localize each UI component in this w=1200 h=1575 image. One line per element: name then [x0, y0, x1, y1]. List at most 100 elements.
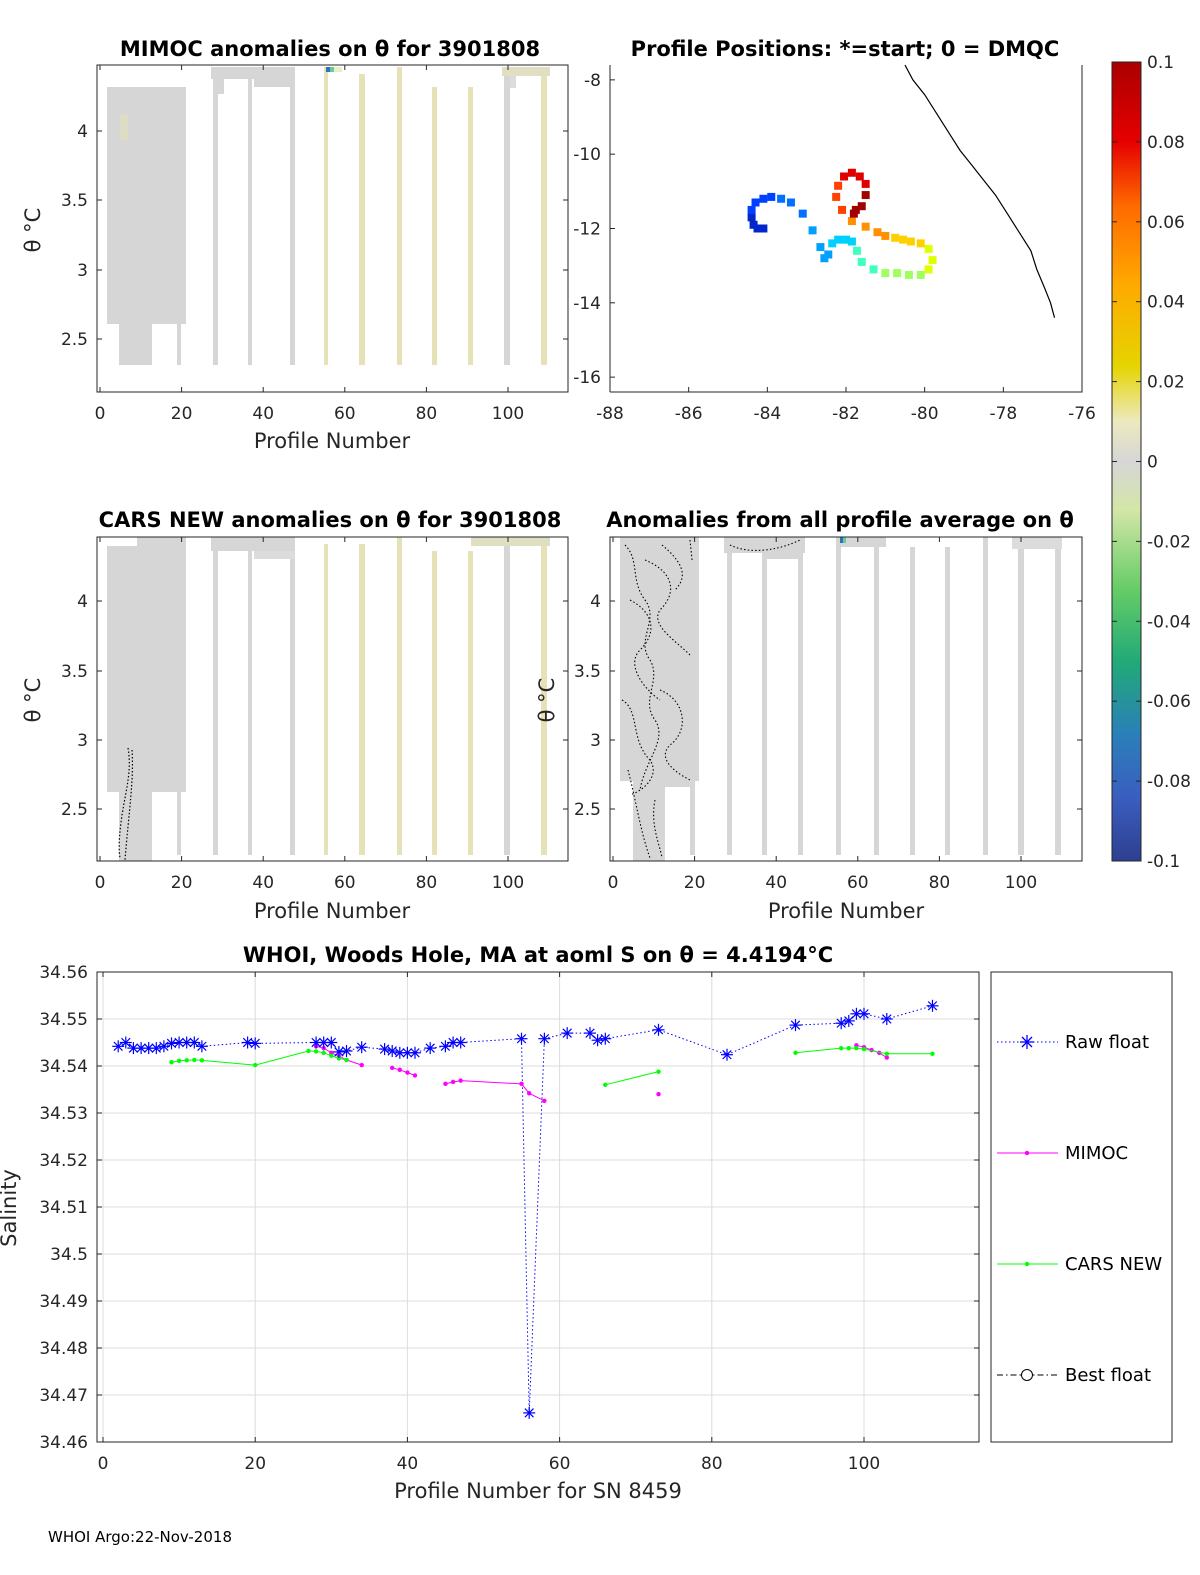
positions-ytick-label: -12 — [573, 220, 601, 240]
colorbar: 0.1 0.08 0.06 0.04 0.02 0 -0.02 -0.04 -0.06 -0.08… — [1111, 53, 1191, 872]
mimoc-xtick-label: 60 — [334, 404, 356, 424]
salinity-ytick-label: 34.54 — [39, 1057, 88, 1077]
position-point — [828, 239, 837, 248]
salinity-ytick-label: 34.52 — [39, 1151, 88, 1171]
dot-icon — [1024, 1261, 1030, 1267]
salinity-ytick-label: 34.51 — [39, 1198, 88, 1218]
mimoc-point — [389, 1065, 395, 1071]
cars-field — [107, 537, 550, 861]
salinity-ytick-label: 34.49 — [39, 1292, 88, 1312]
cars-ytick-label: 2.5 — [61, 800, 88, 820]
raw-float-point — [378, 1043, 391, 1056]
position-point — [861, 222, 870, 231]
cars-point — [306, 1048, 311, 1054]
colorbar-tick-label: 0.02 — [1147, 373, 1185, 393]
mimoc-xtick-label: 40 — [252, 404, 274, 424]
mimoc-line — [392, 1067, 416, 1076]
mimoc-ytick-label: 4 — [77, 122, 88, 142]
position-point — [857, 257, 866, 266]
cars-point — [884, 1051, 890, 1056]
mimoc-point — [443, 1081, 448, 1087]
cars-point — [344, 1057, 349, 1063]
allavg-panel: Anomalies from all profile average on θ — [535, 508, 1083, 923]
cars-point — [656, 1069, 661, 1074]
position-point — [832, 192, 841, 201]
allavg-field — [620, 537, 1062, 861]
raw-float-point — [561, 1027, 574, 1040]
position-point — [847, 168, 856, 177]
raw-float-point — [523, 1406, 536, 1419]
salinity-grid — [97, 971, 979, 1443]
cars-point — [192, 1057, 197, 1063]
colorbar-tick-label: 0.04 — [1147, 293, 1185, 313]
position-point — [847, 217, 856, 226]
positions-xtick-label: -76 — [1068, 404, 1096, 424]
position-point — [869, 265, 878, 274]
salinity-ytick-label: 34.5 — [50, 1245, 88, 1265]
cars-point — [336, 1056, 342, 1061]
colorbar-tick-label: -0.04 — [1147, 612, 1191, 632]
cars-point — [793, 1050, 798, 1056]
raw-float-point — [325, 1036, 338, 1049]
raw-float-point — [386, 1045, 399, 1057]
position-point — [747, 213, 756, 222]
position-point — [849, 209, 858, 218]
raw-float-point — [165, 1037, 178, 1050]
raw-float-point — [355, 1041, 368, 1054]
mimoc-point — [656, 1092, 661, 1097]
mimoc-xlabel: Profile Number — [254, 429, 411, 453]
position-point — [842, 235, 850, 244]
mimoc-title: MIMOC anomalies on θ for 3901808 — [120, 37, 540, 61]
cars-xtick-label: 60 — [334, 873, 356, 893]
allavg-ytick-label: 3.5 — [574, 662, 601, 682]
position-point — [873, 228, 882, 237]
mimoc-point — [542, 1098, 547, 1103]
position-point — [916, 239, 925, 248]
position-point — [749, 220, 758, 229]
cars-point — [838, 1045, 844, 1051]
colorbar-tick-label: 0.08 — [1147, 133, 1185, 153]
positions-title: Profile Positions: *=start; 0 = DMQC — [631, 37, 1060, 61]
cars-xtick-label: 40 — [252, 873, 274, 893]
cars-title: CARS NEW anomalies on θ for 3901808 — [99, 508, 562, 532]
position-point — [751, 198, 760, 207]
cars-point — [861, 1046, 867, 1052]
colorbar-ticks: 0.1 0.08 0.06 0.04 0.02 0 -0.02 -0.04 -0.06 -0.08… — [1112, 53, 1191, 872]
position-point — [855, 172, 864, 181]
mimoc-point — [519, 1081, 524, 1087]
legend-cars-label: CARS NEW — [1065, 1254, 1162, 1275]
position-point — [853, 246, 862, 255]
legend-raw-label: Raw float — [1065, 1032, 1149, 1053]
mimoc-xtick-label: 100 — [492, 404, 524, 424]
position-point — [881, 231, 890, 240]
positions-axes — [610, 65, 1083, 393]
cars-ytick-label: 3 — [77, 731, 88, 751]
raw-float-point — [150, 1042, 163, 1055]
positions-xtick-label: -84 — [753, 404, 781, 424]
cars-xtick-label: 0 — [95, 873, 106, 893]
colorbar-tick-label: -0.02 — [1147, 532, 1191, 552]
cars-panel: CARS NEW anomalies on θ for 3901808 0 20 4… — [21, 508, 569, 923]
footer-text: WHOI Argo:22-Nov-2018 — [48, 1528, 232, 1546]
dot-icon — [1024, 1150, 1030, 1156]
legend-best-label: Best float — [1065, 1365, 1151, 1386]
allavg-ylabel: θ °C — [535, 678, 559, 723]
salinity-xtick-label: 0 — [98, 1454, 109, 1474]
position-point — [891, 233, 900, 242]
position-point — [798, 209, 807, 218]
mimoc-point — [359, 1062, 364, 1068]
raw-float-point — [652, 1023, 665, 1036]
cars-ytick-label: 4 — [77, 592, 88, 612]
cars-xtick-label: 20 — [171, 873, 193, 893]
raw-float-point — [447, 1036, 460, 1049]
mimoc-ylabel: θ °C — [21, 208, 45, 253]
position-point — [861, 179, 870, 188]
allavg-title: Anomalies from all profile average on θ — [606, 508, 1074, 532]
mimoc-point — [884, 1055, 890, 1060]
allavg-xtick-label: 0 — [608, 873, 619, 893]
raw-float-point — [789, 1019, 802, 1032]
position-point — [899, 235, 908, 244]
colorbar-tick-label: 0 — [1147, 453, 1158, 473]
cars-line — [605, 1071, 659, 1086]
